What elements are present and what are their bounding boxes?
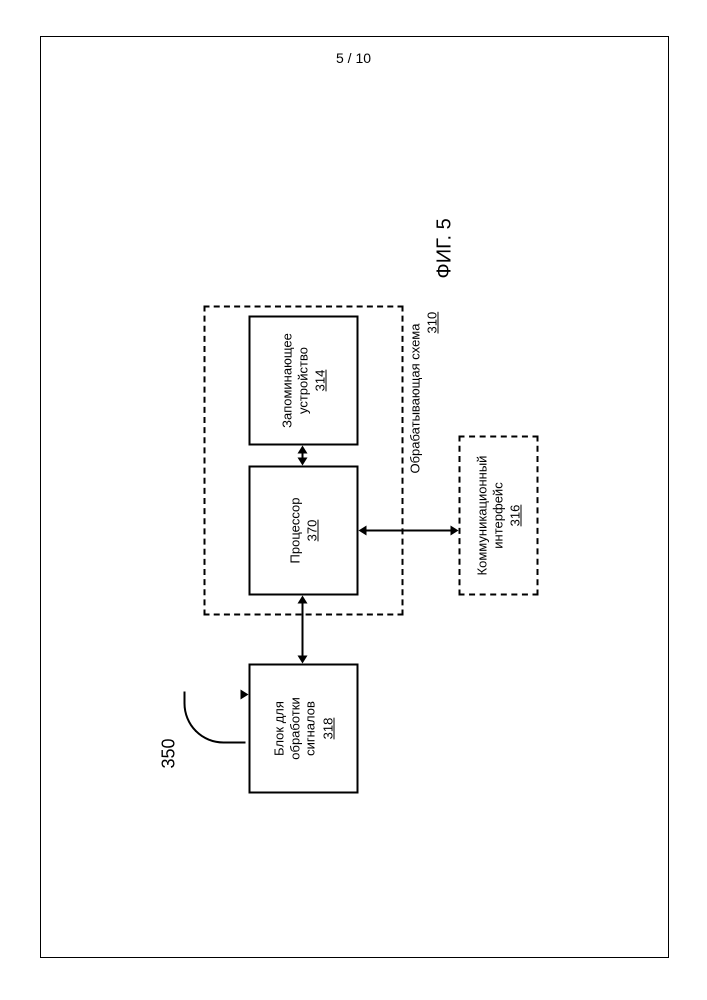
edge-processor-comm — [367, 530, 451, 532]
comm-interface-box: Коммуникационныйинтерфейс 316 — [459, 436, 539, 596]
signal-block-label: Блок дляобработкисигналов — [272, 697, 319, 759]
processor-label: Процессор — [287, 498, 303, 564]
processor-ref: 370 — [305, 520, 320, 542]
arrow-up-icon — [359, 526, 367, 536]
page-number: 5 / 10 — [0, 50, 707, 66]
processing-schema-text: Обрабатывающая схема — [408, 324, 423, 474]
page: 5 / 10 350 Обрабатывающая схема 310 Блок… — [0, 0, 707, 1000]
figure-5-diagram: 350 Обрабатывающая схема 310 Блок дляобр… — [54, 147, 654, 854]
memory-label: Запоминающееустройство — [279, 333, 310, 428]
arrow-right-icon — [298, 596, 308, 604]
processing-schema-ref: 310 — [425, 312, 440, 334]
processor-box: Процессор 370 — [249, 466, 359, 596]
memory-box: Запоминающееустройство 314 — [249, 316, 359, 446]
signal-block-ref: 318 — [320, 718, 335, 740]
comm-interface-label: Коммуникационныйинтерфейс — [474, 456, 505, 576]
processing-schema-label: Обрабатывающая схема 310 — [408, 312, 440, 474]
comm-interface-ref: 316 — [508, 505, 523, 527]
memory-ref: 314 — [313, 370, 328, 392]
leader-curve — [184, 692, 246, 744]
overall-ref-label: 350 — [159, 738, 180, 768]
arrow-left-icon — [298, 656, 308, 664]
arrow-down-icon — [451, 526, 459, 536]
arrow-left-icon — [298, 458, 308, 466]
edge-signal-processor — [302, 604, 304, 656]
leader-arrow-icon — [241, 690, 249, 700]
figure-caption: ФИГ. 5 — [434, 218, 457, 278]
arrow-right-icon — [298, 446, 308, 454]
signal-block-box: Блок дляобработкисигналов 318 — [249, 664, 359, 794]
